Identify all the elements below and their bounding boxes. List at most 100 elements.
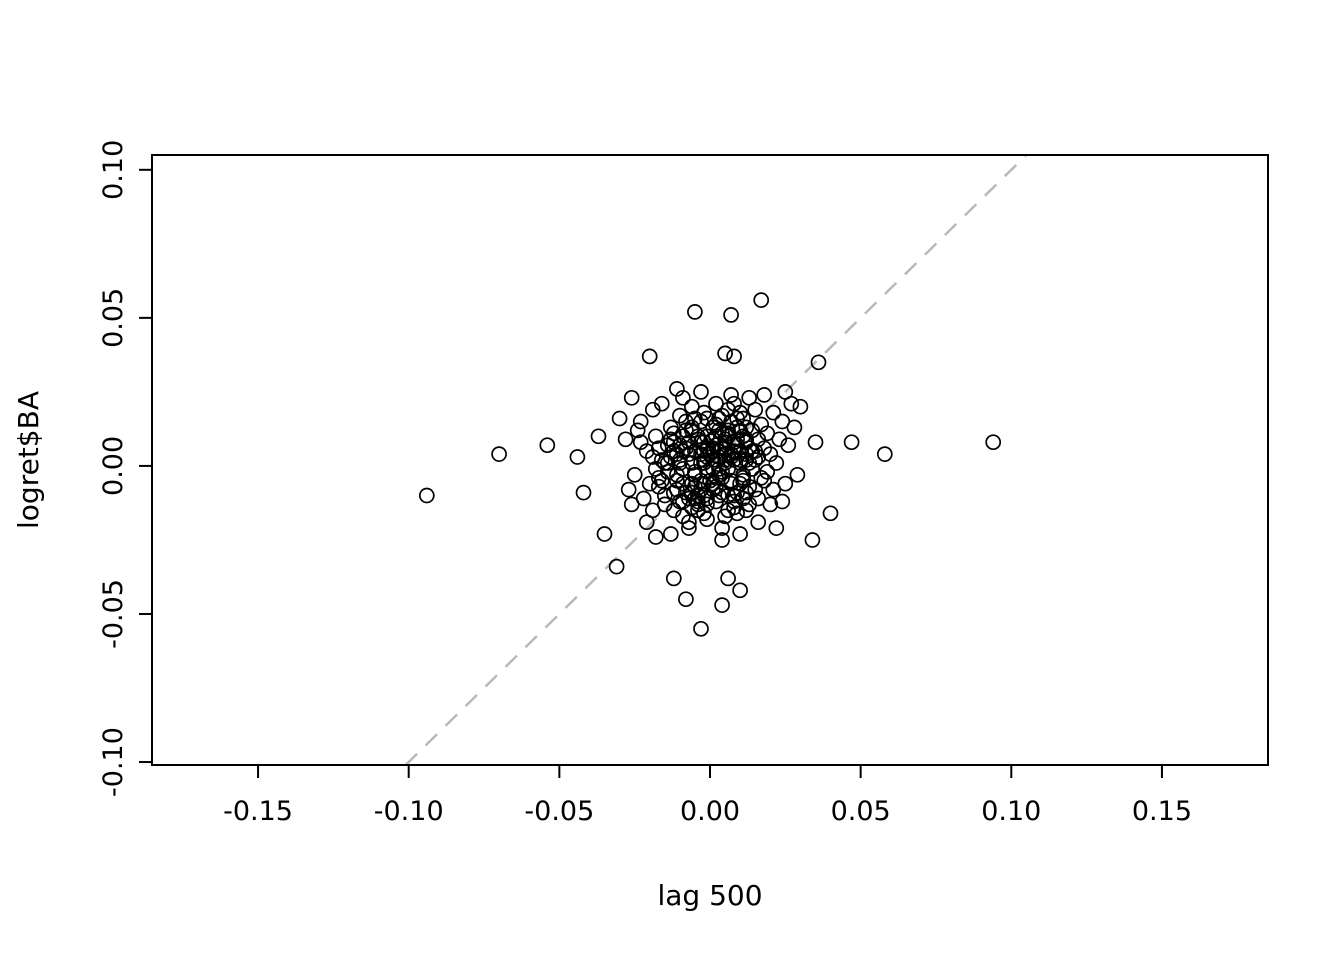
data-point: [638, 514, 655, 531]
y-tick-label: -0.05: [98, 579, 129, 649]
data-point: [665, 484, 682, 501]
data-point: [732, 582, 748, 599]
data-point: [726, 348, 742, 365]
data-point: [714, 520, 730, 536]
data-point: [720, 570, 736, 587]
data-point: [729, 410, 745, 427]
data-point: [738, 446, 755, 462]
data-point: [711, 410, 727, 427]
data-point: [687, 410, 703, 427]
data-point: [575, 484, 592, 501]
data-point: [662, 419, 679, 436]
y-tick-label: -0.10: [98, 727, 129, 797]
data-point: [714, 440, 730, 457]
data-point: [717, 508, 733, 525]
data-point: [738, 502, 755, 519]
data-point: [741, 389, 758, 406]
scatter-points: [418, 292, 1002, 637]
data-point: [669, 466, 685, 483]
data-point: [810, 354, 827, 371]
x-axis-title: lag 500: [657, 879, 762, 912]
data-point: [687, 443, 703, 459]
data-point: [759, 425, 776, 442]
data-point: [786, 419, 803, 436]
data-point: [843, 434, 860, 451]
data-point: [684, 398, 700, 415]
data-point: [620, 481, 637, 498]
data-point: [687, 463, 703, 480]
x-tick-label: 0.00: [680, 796, 740, 827]
data-point: [569, 449, 586, 465]
data-point: [665, 434, 682, 451]
data-point: [726, 499, 742, 516]
data-point: [693, 620, 709, 637]
data-point: [665, 570, 682, 587]
data-point: [641, 348, 658, 365]
data-point: [699, 490, 715, 507]
data-point: [765, 404, 782, 421]
data-point: [647, 428, 664, 445]
y-tick-label: 0.00: [98, 436, 129, 496]
data-point: [687, 304, 703, 320]
data-point: [644, 401, 661, 418]
data-point: [777, 384, 794, 400]
data-point: [732, 422, 748, 439]
data-point: [629, 422, 646, 439]
data-point: [650, 478, 667, 495]
data-point: [768, 520, 785, 536]
data-point: [659, 455, 676, 471]
data-point: [759, 463, 776, 480]
data-point: [985, 434, 1002, 451]
data-point: [678, 440, 694, 457]
data-point: [623, 389, 640, 406]
data-point: [876, 446, 893, 462]
data-point: [750, 514, 767, 531]
data-point: [738, 484, 755, 501]
data-point: [611, 410, 628, 427]
data-point: [774, 493, 791, 510]
data-point: [617, 431, 634, 448]
data-point: [632, 434, 649, 451]
y-axis-title: logret$BA: [12, 391, 45, 529]
data-point: [726, 487, 742, 504]
data-point: [780, 437, 797, 454]
data-point: [675, 493, 691, 510]
data-point: [732, 526, 748, 542]
data-point: [711, 487, 727, 504]
data-point: [590, 428, 607, 445]
data-point: [768, 455, 785, 471]
x-tick-label: -0.15: [223, 796, 293, 827]
data-point: [626, 466, 643, 483]
data-point: [539, 437, 556, 454]
y-tick-label: 0.10: [98, 140, 129, 200]
data-point: [672, 455, 688, 471]
data-point: [681, 520, 697, 536]
data-point: [717, 455, 733, 471]
data-point: [747, 481, 764, 498]
data-point: [418, 487, 435, 504]
data-point: [681, 514, 697, 531]
data-point: [714, 532, 730, 548]
data-point: [723, 475, 739, 492]
data-point: [669, 381, 685, 397]
identity-reference-line: [404, 154, 1028, 766]
data-point: [804, 532, 821, 548]
data-point: [641, 475, 658, 492]
x-axis: -0.15 -0.10 -0.05 0.00 0.05 0.10 0.15: [223, 765, 1192, 827]
data-point: [756, 387, 773, 403]
x-tick-label: -0.05: [524, 796, 594, 827]
data-point: [702, 472, 718, 489]
data-point: [822, 505, 839, 522]
data-point: [735, 472, 751, 489]
data-point: [723, 307, 739, 323]
data-point: [753, 292, 770, 308]
data-point: [678, 591, 694, 608]
y-axis: -0.10 -0.05 0.00 0.05 0.10: [98, 140, 152, 797]
data-point: [623, 496, 640, 513]
data-point: [699, 511, 715, 528]
data-point: [720, 401, 736, 418]
data-point: [762, 496, 779, 513]
data-point: [714, 597, 730, 613]
